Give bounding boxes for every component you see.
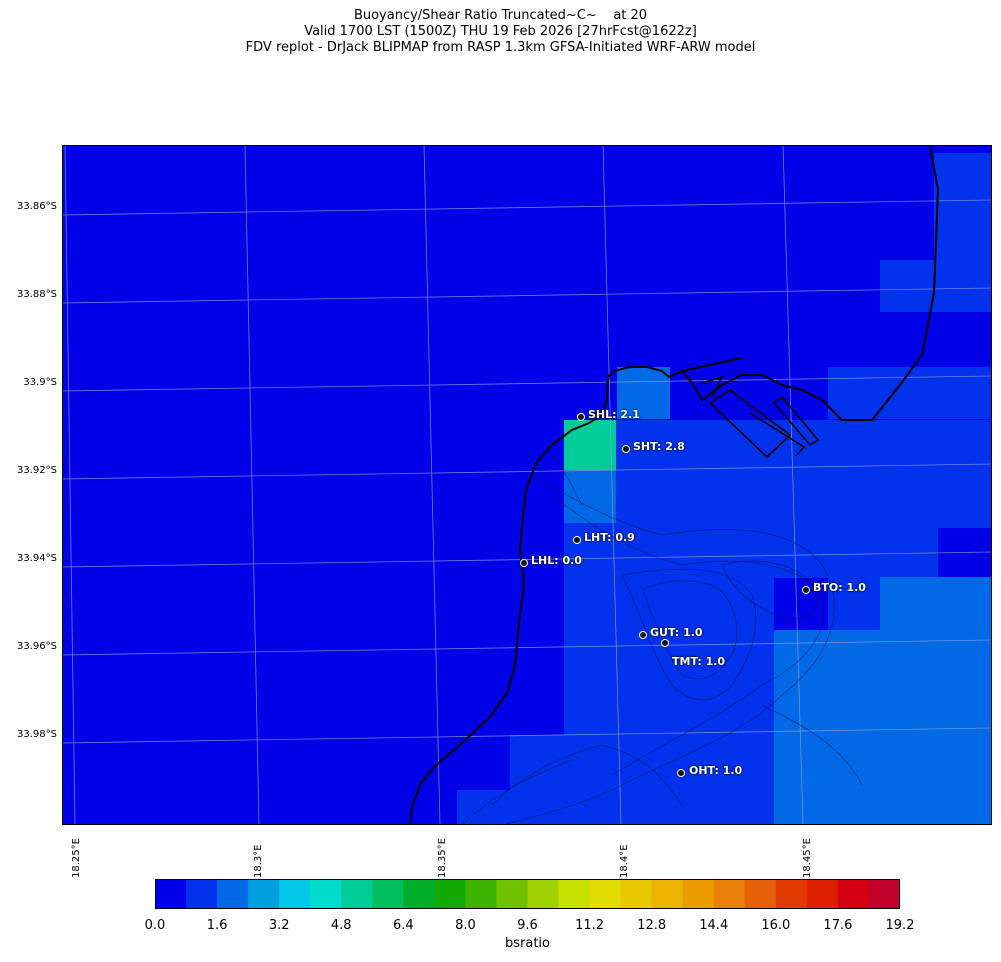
station-markers [520, 413, 810, 777]
lat-label: 33.96°S [17, 641, 57, 652]
colorbar-swatch [589, 879, 622, 909]
colorbar-tick-label: 19.2 [885, 918, 915, 933]
field-cell [934, 153, 992, 260]
colorbar-swatch [217, 879, 249, 909]
colorbar-tick-label: 8.0 [455, 918, 476, 933]
station-dot-oht [677, 769, 685, 777]
colorbar-swatch [620, 879, 653, 909]
field-cell [828, 367, 992, 419]
station-label-sht: SHT: 2.8 [633, 440, 685, 453]
field-cell [564, 470, 616, 523]
field-cell [564, 420, 616, 470]
station-dot-shl [577, 413, 585, 421]
colorbar-swatch [682, 879, 715, 909]
lon-label: 18.45°E [802, 838, 813, 878]
station-dot-bto [802, 586, 810, 594]
station-dot-gut [639, 631, 647, 639]
colorbar-tick-label: 12.8 [637, 918, 667, 933]
terrain-contours [461, 444, 863, 825]
lon-label: 18.25°E [71, 838, 82, 878]
station-label-bto: BTO: 1.0 [813, 581, 866, 594]
colorbar-swatch [186, 879, 218, 909]
station-label-lhl: LHL: 0.0 [531, 554, 582, 567]
station-label-gut: GUT: 1.0 [650, 626, 703, 639]
colorbar-tick-label: 14.4 [699, 918, 729, 933]
colorbar-swatch [558, 879, 591, 909]
station-dot-sht [622, 445, 630, 453]
colorbar-swatch [496, 879, 528, 909]
field-cell [510, 735, 564, 825]
colorbar-tick-label: 6.4 [392, 918, 414, 933]
station-dot-tmt [661, 639, 669, 647]
station-dot-lhl [520, 559, 528, 567]
field-cell [880, 260, 992, 312]
colorbar-tick-label: 9.6 [517, 918, 538, 933]
field-cell [564, 577, 774, 825]
field-cell [828, 577, 880, 630]
lat-label: 33.86°S [17, 201, 57, 212]
colorbar-swatch [868, 879, 900, 909]
colorbar-tick-label: 16.0 [761, 918, 791, 933]
colorbar-swatch [651, 879, 684, 909]
coastline [409, 145, 940, 825]
lon-label: 18.4°E [619, 844, 630, 878]
colorbar-label: bsratio [505, 936, 550, 951]
colorbar-swatch [434, 879, 466, 909]
colorbar [155, 879, 900, 909]
lat-label: 33.98°S [17, 729, 57, 740]
map-panel [62, 145, 992, 825]
lat-label: 33.94°S [17, 553, 57, 564]
colorbar-swatch [527, 879, 560, 909]
colorbar-swatch [341, 879, 373, 909]
colorbar-tick-label: 1.6 [206, 918, 228, 933]
title-line-1: Buoyancy/Shear Ratio Truncated~C~ at 20 [353, 8, 648, 23]
lat-label: 33.92°S [17, 465, 57, 476]
lat-label: 33.88°S [17, 289, 57, 300]
colorbar-swatch [248, 879, 280, 909]
station-label-lht: LHT: 0.9 [584, 531, 635, 544]
colorbar-swatch [310, 879, 342, 909]
colorbar-tick-label: 3.2 [268, 918, 290, 933]
colorbar-swatch [837, 879, 870, 909]
title-line-3: FDV replot - DrJack BLIPMAP from RASP 1.… [245, 40, 756, 55]
colorbar-swatch [279, 879, 311, 909]
colorbar-tick-label: 4.8 [330, 918, 352, 933]
field-cell [564, 470, 938, 578]
harbour-outline [701, 375, 820, 459]
station-label-tmt: TMT: 1.0 [672, 655, 726, 668]
station-dot-lht [573, 536, 581, 544]
lon-label: 18.35°E [437, 838, 448, 878]
colorbar-swatch [372, 879, 404, 909]
title-line-2: Valid 1700 LST (1500Z) THU 19 Feb 2026 [… [304, 24, 697, 39]
colorbar-swatch [155, 879, 187, 909]
chart-title: Buoyancy/Shear Ratio Truncated~C~ at 20 … [0, 8, 1001, 56]
map-frame [62, 145, 992, 825]
graticule [62, 145, 992, 825]
colorbar-tick-label: 0.0 [144, 918, 166, 933]
field-cell [880, 630, 992, 825]
colorbar-swatch [775, 879, 808, 909]
colorbar-tick-label: 17.6 [823, 918, 853, 933]
colorbar-swatch [713, 879, 746, 909]
station-label-oht: OHT: 1.0 [689, 764, 743, 777]
colorbar-tick-label: 11.2 [575, 918, 605, 933]
station-label-shl: SHL: 2.1 [588, 408, 640, 421]
lat-label: 33.9°S [23, 377, 57, 388]
colorbar-swatch [806, 879, 839, 909]
colorbar-swatch [403, 879, 435, 909]
colorbar-swatch [465, 879, 497, 909]
colorbar-swatch [744, 879, 777, 909]
field-cell [617, 367, 670, 419]
colorbar-border [155, 879, 900, 909]
field-cell [457, 790, 510, 825]
lon-label: 18.3°E [253, 844, 264, 878]
